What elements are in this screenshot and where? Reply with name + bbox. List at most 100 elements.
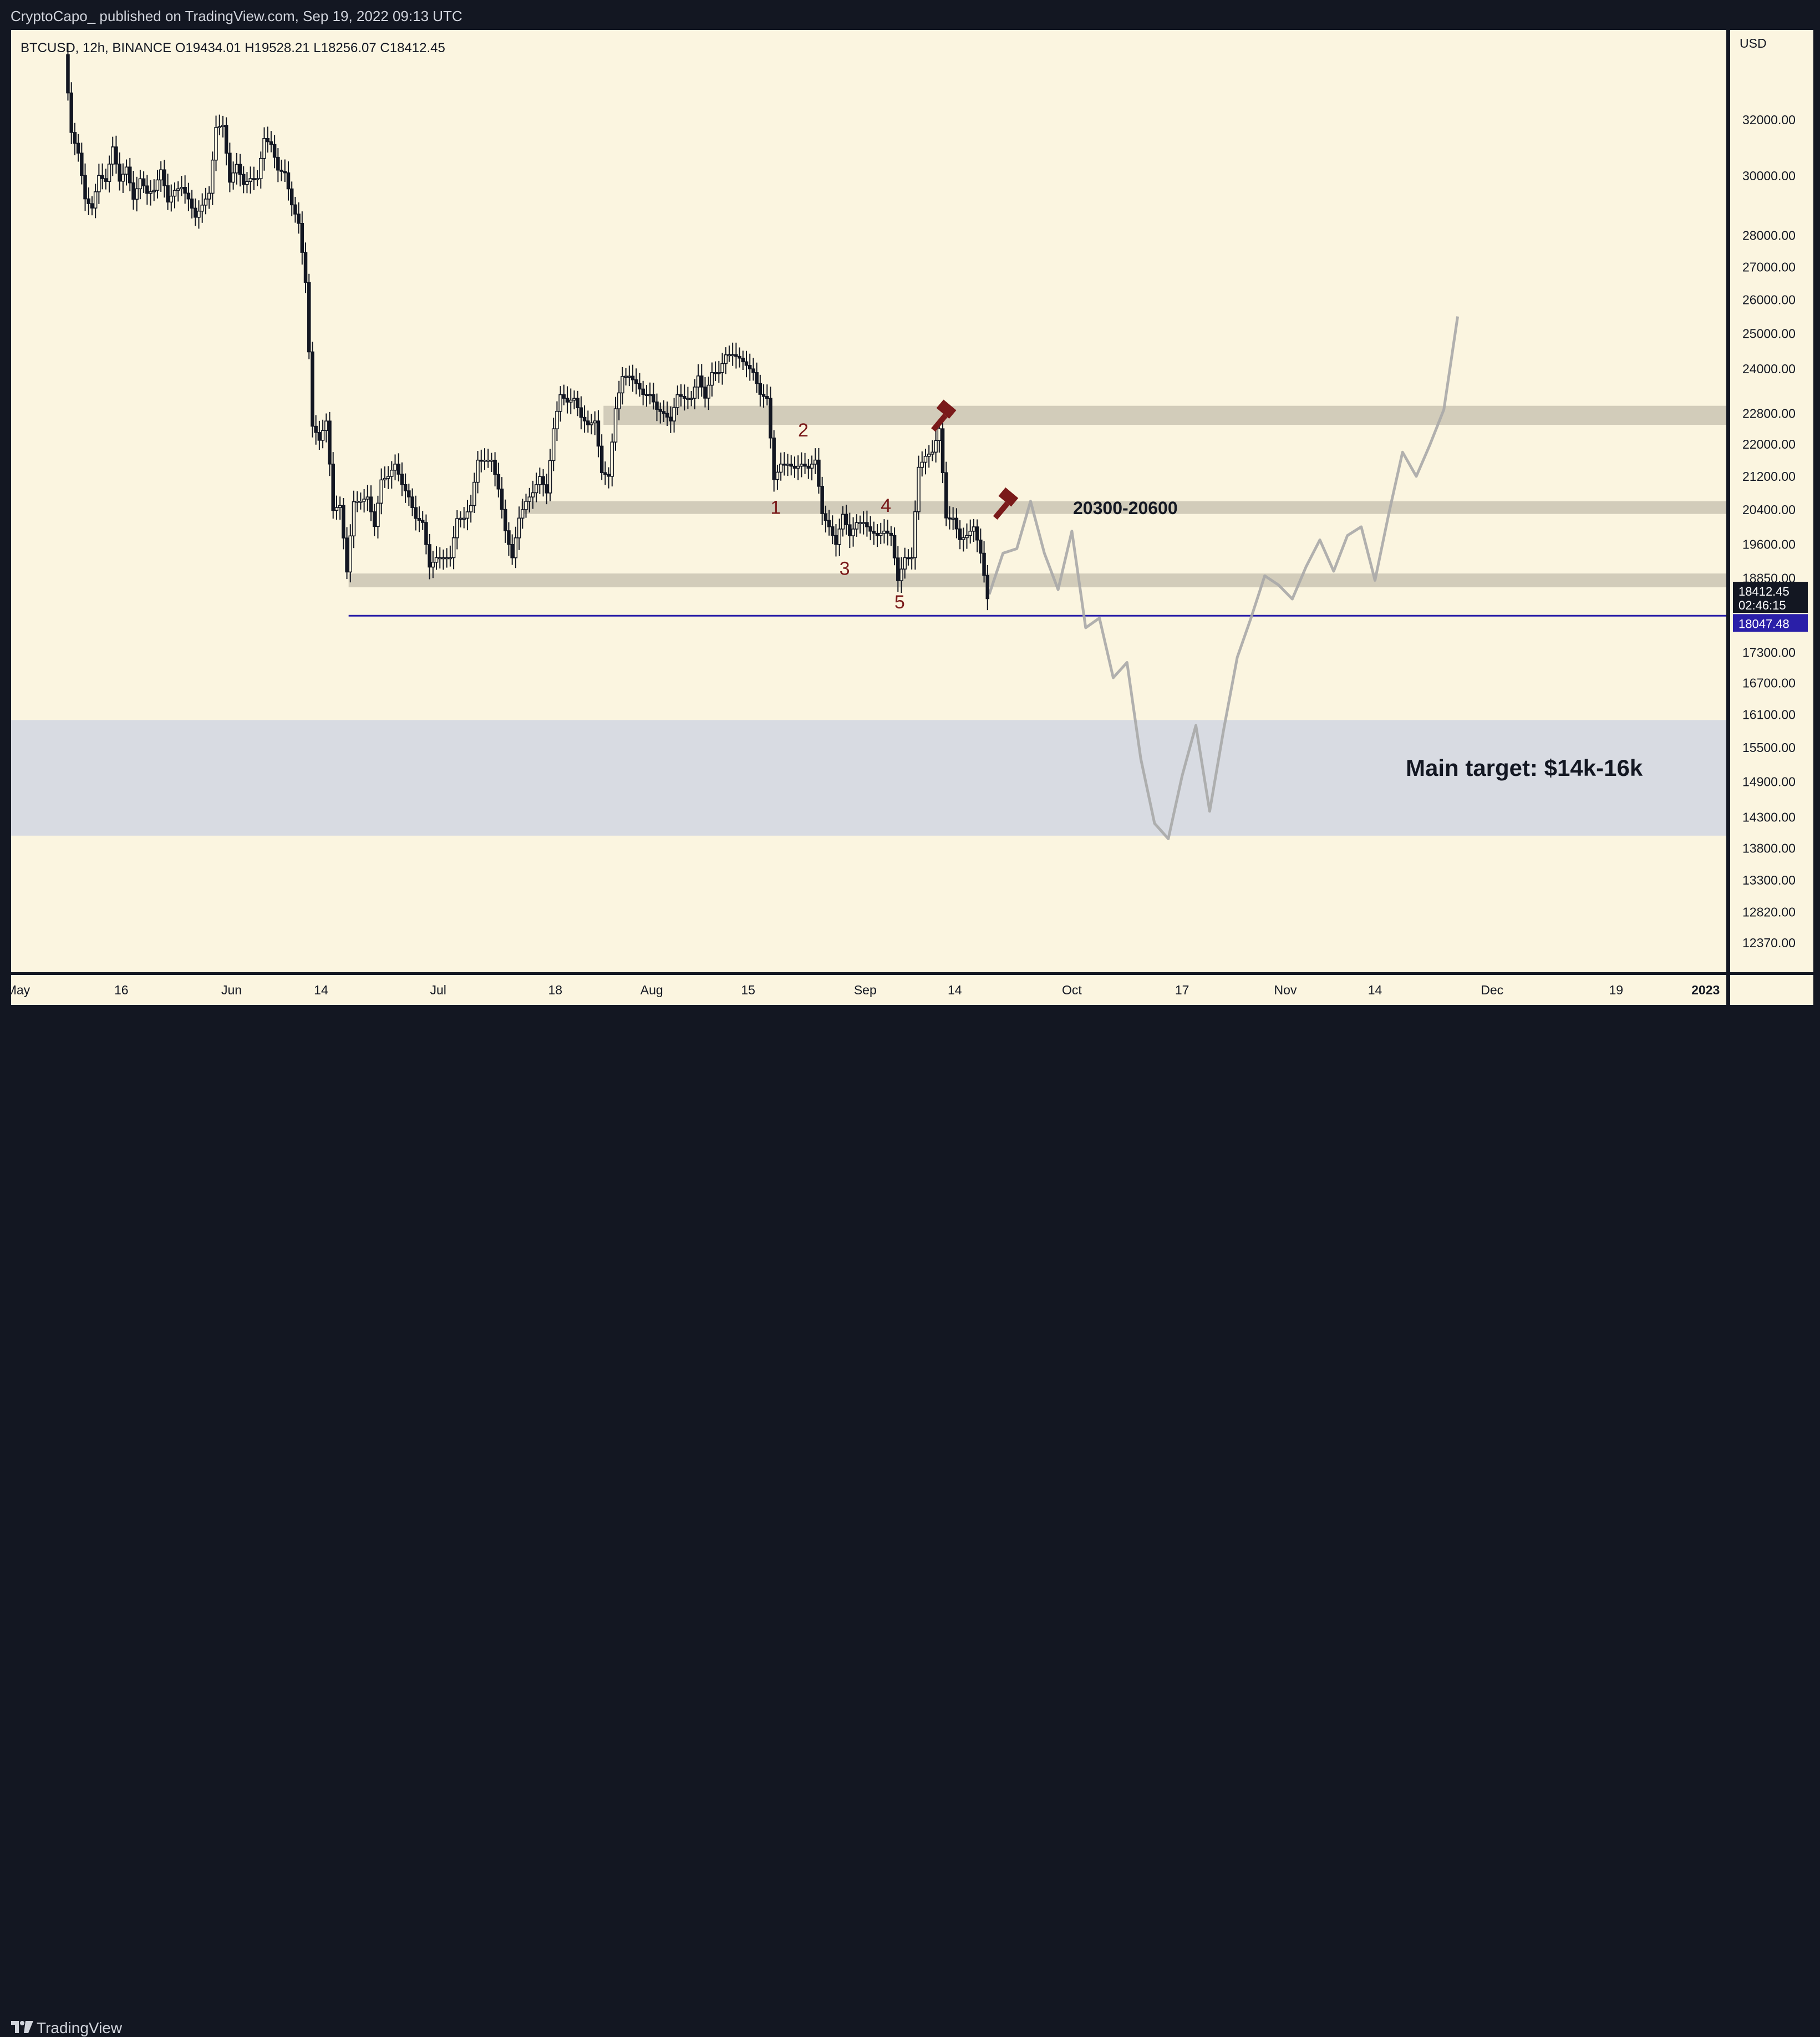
- candle-body: [589, 422, 593, 425]
- candle-body: [906, 557, 911, 560]
- candle-body: [379, 479, 383, 504]
- candle-body: [386, 476, 390, 479]
- candle-body: [886, 530, 889, 534]
- candle-body: [596, 420, 601, 447]
- candle-body: [324, 420, 328, 431]
- candle-body: [211, 159, 215, 194]
- candle-body: [493, 459, 497, 475]
- candle-body: [975, 526, 979, 541]
- candle-body: [927, 454, 931, 457]
- candle-body: [548, 460, 552, 494]
- candle-body: [297, 214, 301, 224]
- y-tick-label: 22000.00: [1742, 437, 1796, 451]
- x-tick-label: 2023: [1691, 983, 1720, 997]
- candle-body: [438, 557, 442, 560]
- x-tick-label: Nov: [1274, 983, 1297, 997]
- candle-body: [345, 537, 349, 573]
- candle-body: [724, 354, 728, 364]
- candle-body: [135, 188, 139, 200]
- candle-body: [194, 207, 197, 218]
- wave-label-2: 2: [798, 420, 809, 441]
- candle-body: [314, 425, 318, 433]
- hammer-handle: [993, 501, 1010, 520]
- candle-body: [183, 186, 187, 194]
- candle-body: [948, 517, 952, 520]
- candle-body: [300, 223, 304, 253]
- candle-body: [138, 178, 143, 190]
- candle-body: [266, 138, 270, 143]
- candle-body: [796, 465, 800, 469]
- candle-body: [627, 375, 632, 378]
- candle-body: [806, 465, 811, 469]
- candle-body: [259, 158, 263, 179]
- candle-body: [87, 198, 90, 204]
- candle-body: [204, 199, 208, 206]
- candle-body: [582, 416, 587, 421]
- candle-body: [613, 408, 618, 443]
- y-tick-label: 32000.00: [1742, 113, 1796, 127]
- candle-body: [90, 203, 94, 209]
- candle-body: [555, 410, 559, 429]
- candle-body: [262, 138, 266, 159]
- last-price-label: 18412.45: [1738, 585, 1790, 598]
- candle-body: [972, 526, 976, 532]
- y-tick-label: 30000.00: [1742, 169, 1796, 183]
- candle-body: [562, 394, 566, 399]
- candle-body: [124, 166, 129, 175]
- candle-body: [362, 499, 366, 502]
- y-tick-label: 27000.00: [1742, 260, 1796, 274]
- candle-body: [765, 396, 769, 399]
- y-tick-label: 13300.00: [1742, 873, 1796, 887]
- candle-body: [472, 481, 476, 506]
- candle-body: [403, 484, 408, 491]
- candle-body: [434, 557, 439, 563]
- candle-body: [892, 535, 897, 558]
- candle-body: [365, 496, 370, 500]
- candle-body: [831, 526, 835, 536]
- candle-body: [658, 409, 662, 412]
- candle-body: [541, 476, 545, 485]
- candle-body: [118, 164, 121, 182]
- last-price-badge: [1733, 582, 1808, 613]
- candle-body: [803, 464, 807, 467]
- candle-body: [451, 537, 456, 558]
- chart[interactable]: 20300-20600 Main target: $14k-16k 1 2 3 4 5 3…: [0, 0, 1820, 1044]
- candle-body: [396, 464, 400, 475]
- candle-body: [958, 528, 962, 540]
- publisher-line: CryptoCapo_ published on TradingView.com…: [11, 8, 462, 24]
- candle-body: [569, 399, 573, 403]
- candle-body: [696, 375, 700, 388]
- candle-body: [937, 428, 942, 441]
- y-tick-label: 12370.00: [1742, 936, 1796, 950]
- candle-body: [689, 398, 693, 400]
- candle-body: [369, 496, 373, 512]
- candle-body: [431, 561, 435, 568]
- candle-body: [159, 169, 163, 181]
- candle-body: [631, 375, 635, 380]
- candle-body: [445, 557, 449, 560]
- candle-body: [521, 509, 525, 519]
- candle-body: [190, 199, 194, 209]
- candle-body: [372, 511, 377, 527]
- candle-body: [800, 464, 804, 467]
- candle-body: [931, 451, 934, 455]
- y-tick-label: 14300.00: [1742, 810, 1796, 825]
- candle-body: [655, 402, 659, 410]
- candle-body: [744, 361, 749, 366]
- candle-body: [73, 132, 77, 144]
- x-tick-label: 14: [948, 983, 962, 997]
- y-tick-label: 16700.00: [1742, 675, 1796, 690]
- candle-body: [534, 484, 538, 494]
- candle-body: [710, 372, 714, 386]
- candle-body: [131, 182, 135, 200]
- candle-body: [579, 407, 583, 418]
- candle-body: [197, 210, 201, 218]
- x-tick-label: 17: [1175, 983, 1189, 997]
- candle-body: [76, 143, 80, 154]
- candle-body: [851, 529, 855, 536]
- x-tick-label: Sep: [854, 983, 877, 997]
- candle-body: [665, 413, 669, 418]
- price-axis-background: [1730, 30, 1813, 973]
- candle-body: [741, 358, 745, 363]
- candle-body: [400, 474, 404, 485]
